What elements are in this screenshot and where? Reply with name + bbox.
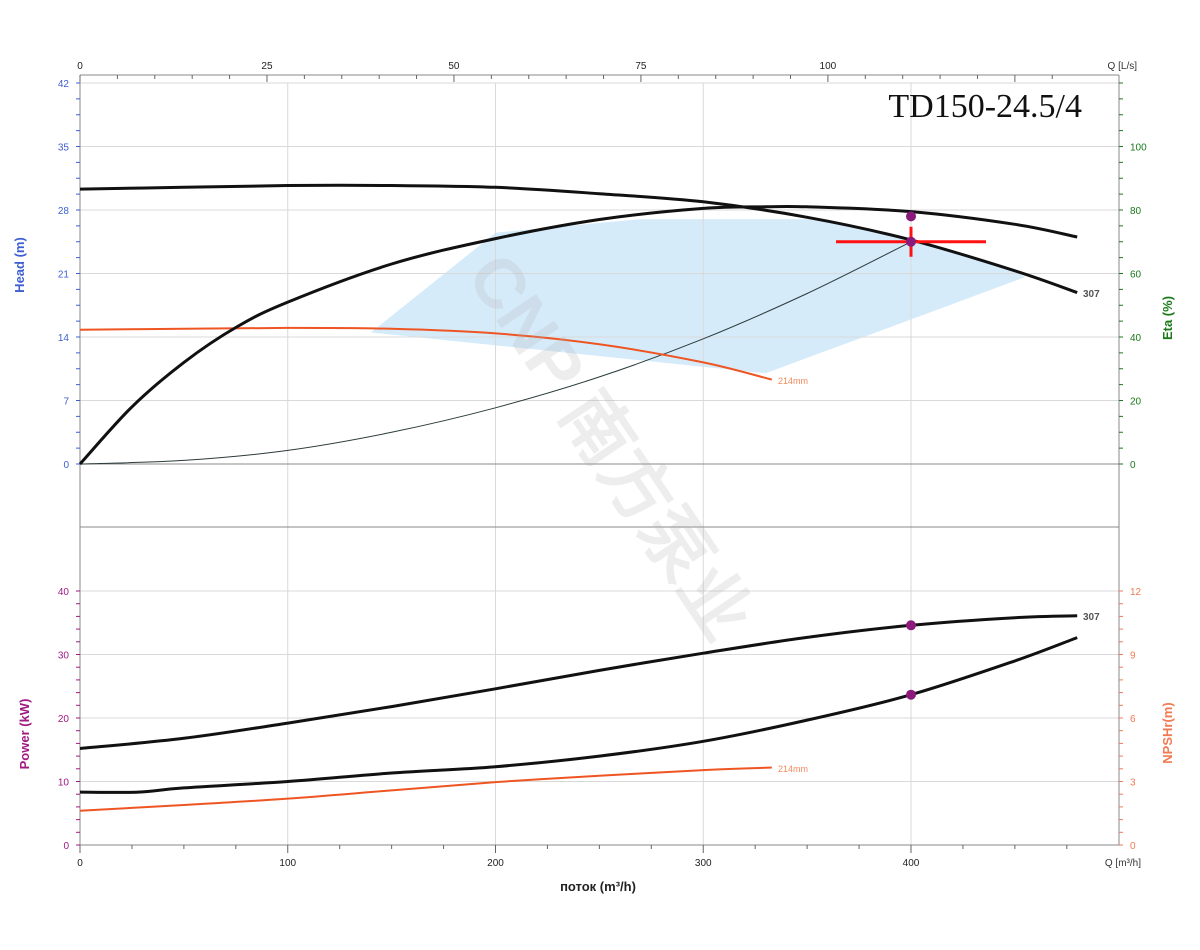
series-layer: [78, 183, 1078, 812]
top-x-tick-label: 25: [261, 61, 273, 72]
npsh-axis-label: NPSHr(m): [1160, 702, 1175, 763]
efficiency-curve: [78, 204, 1078, 466]
top-x-tick-label: 100: [820, 61, 837, 72]
series-label-power-214mm: 214mm: [778, 764, 808, 774]
head-tick-label: 7: [63, 397, 69, 408]
x-axis-title: поток (m³/h): [560, 879, 636, 894]
power-axis-label: Power (kW): [17, 699, 32, 770]
power-curve-214mm: [79, 766, 772, 812]
chart-title: TD150-24.5/4: [888, 88, 1082, 125]
head-tick-label: 42: [58, 79, 70, 90]
bottom-x-tick-label: 400: [903, 858, 920, 869]
head-tick-label: 35: [58, 143, 70, 154]
eta-tick-label: 40: [1130, 333, 1142, 344]
duty-point-eta-marker: [906, 211, 916, 222]
head-curve-214mm: [79, 326, 773, 381]
bottom-x-tick-label: 300: [695, 858, 712, 869]
bottom-x-tick-label: 200: [487, 858, 504, 869]
duty-point-head-marker: [906, 236, 916, 247]
head-axis-label: Head (m): [12, 237, 27, 293]
eta-tick-label: 0: [1130, 460, 1136, 471]
marker-layer: [836, 211, 986, 700]
eta-tick-label: 80: [1130, 206, 1142, 217]
npsh-tick-label: 12: [1130, 587, 1142, 598]
bottom-x-axis-unit: Q [m³/h]: [1105, 858, 1141, 869]
power-tick-label: 10: [58, 778, 70, 789]
top-x-tick-label: 50: [448, 61, 460, 72]
power-tick-label: 30: [58, 651, 70, 662]
power-tick-label: 40: [58, 587, 70, 598]
head-tick-label: 21: [58, 270, 70, 281]
head-tick-label: 14: [58, 333, 70, 344]
power-tick-label: 0: [63, 841, 69, 852]
head-tick-label: 0: [63, 460, 69, 471]
duty-point-power-marker: [906, 620, 916, 631]
system-curve: [79, 241, 912, 465]
power-tick-label: 20: [58, 714, 70, 725]
eta-tick-label: 60: [1130, 270, 1142, 281]
series-label-power-307: 307: [1083, 612, 1100, 623]
eta-axis-label: Eta (%): [1160, 296, 1175, 340]
eta-tick-label: 20: [1130, 397, 1142, 408]
eta-tick-label: 100: [1130, 143, 1147, 154]
bottom-x-tick-label: 100: [279, 858, 296, 869]
npsh-tick-label: 6: [1130, 714, 1136, 725]
duty-point-npsh-marker: [906, 689, 916, 700]
series-label-head-214mm: 214mm: [778, 376, 808, 386]
npsh-tick-label: 9: [1130, 651, 1136, 662]
top-x-tick-label: 0: [77, 61, 83, 72]
npsh-tick-label: 0: [1130, 841, 1136, 852]
npsh-tick-label: 3: [1130, 778, 1136, 789]
background-layer: [370, 219, 1026, 374]
head-tick-label: 28: [58, 206, 70, 217]
power-curve-307: [79, 614, 1078, 750]
top-x-tick-label: 75: [635, 61, 647, 72]
operating-region: [370, 219, 1026, 374]
head-curve-307: [79, 183, 1078, 295]
top-x-axis-unit: Q [L/s]: [1108, 61, 1138, 72]
npsh-curve: [79, 636, 1078, 794]
bottom-x-tick-label: 0: [77, 858, 83, 869]
series-label-head-307: 307: [1083, 289, 1100, 300]
